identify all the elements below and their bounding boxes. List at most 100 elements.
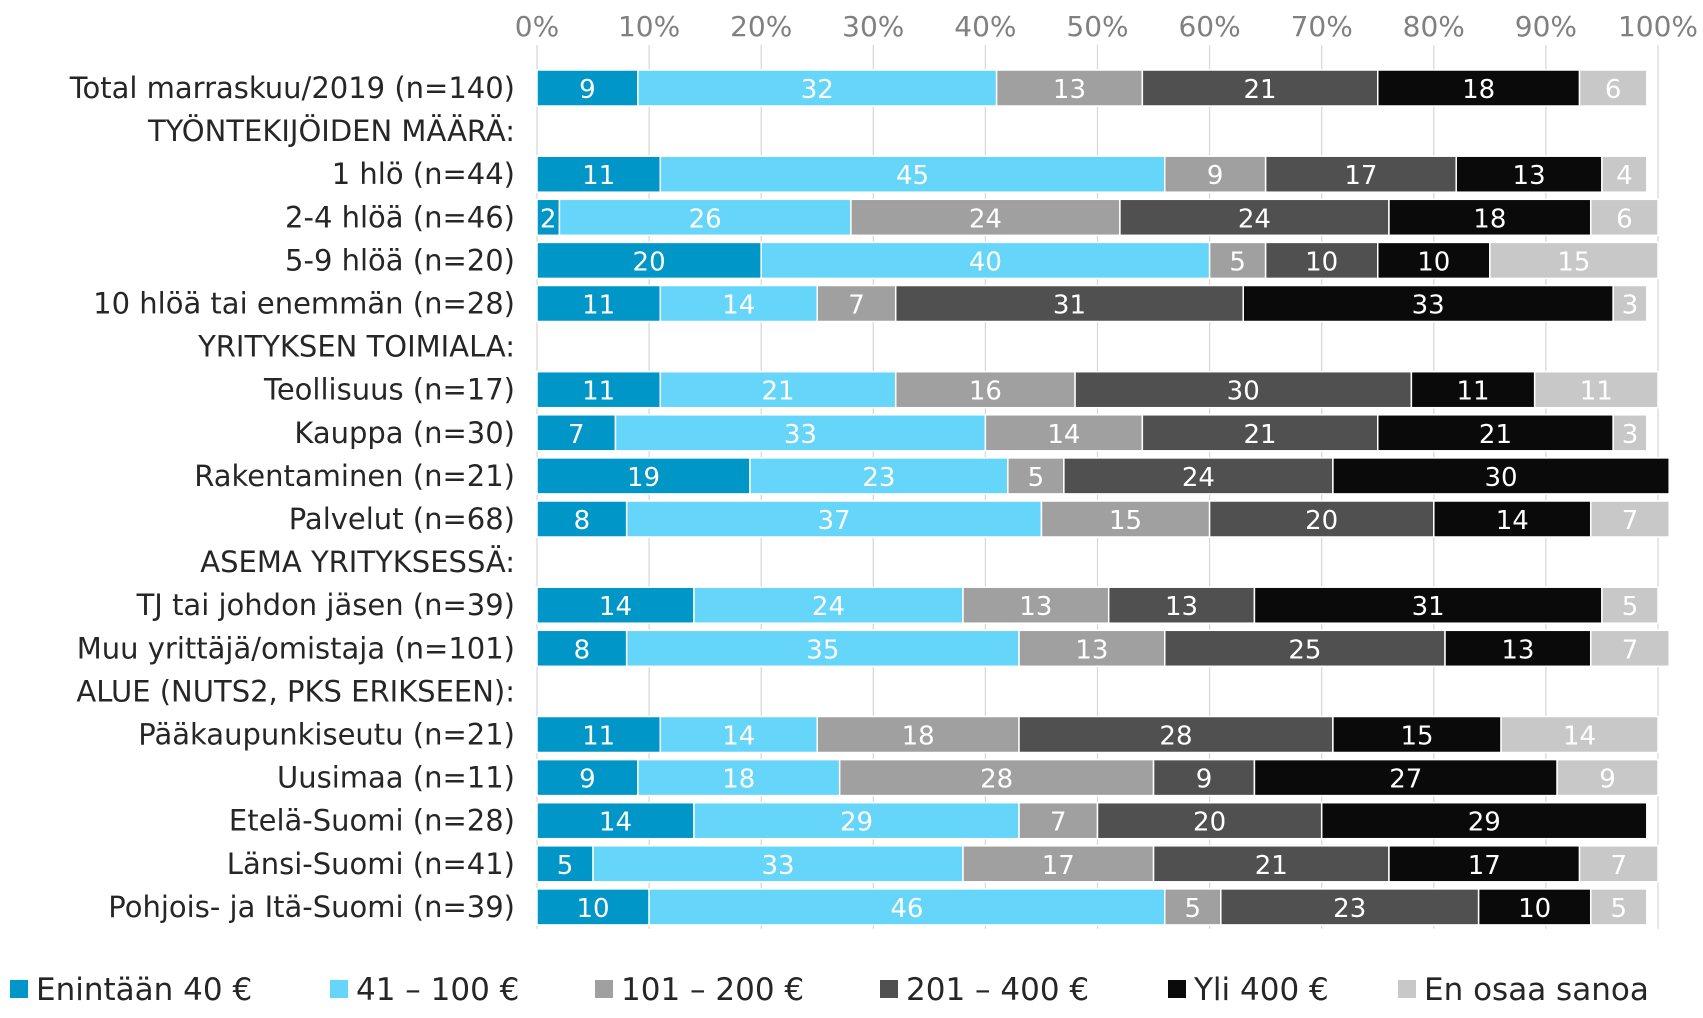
bar-segment — [536, 241, 762, 280]
bar-segment — [1096, 801, 1323, 840]
legend-label: En osaa sanoa — [1424, 972, 1649, 1008]
bar-segment — [816, 715, 1020, 754]
data-label: 13 — [1501, 635, 1534, 665]
data-label: 17 — [1468, 851, 1501, 881]
bar-segment — [637, 758, 841, 797]
bar-segment — [1578, 845, 1659, 883]
bar-segment — [536, 155, 662, 193]
bar-segment — [816, 284, 897, 323]
data-label: 31 — [1412, 592, 1445, 622]
x-tick-label: 80% — [1403, 10, 1465, 43]
data-label: 45 — [896, 161, 929, 191]
x-tick-label: 10% — [618, 10, 680, 43]
bar-segment — [1332, 457, 1670, 495]
data-label: 21 — [1243, 75, 1276, 105]
x-tick-label: 50% — [1066, 10, 1128, 43]
legend-item: Yli 400 € — [1168, 972, 1329, 1008]
bar-segment — [1164, 629, 1446, 668]
data-label: 11 — [582, 377, 615, 407]
category-label: TYÖNTEKIJÖIDEN MÄÄRÄ: — [147, 114, 515, 148]
bar-segment — [625, 629, 1020, 668]
data-label: 15 — [1109, 506, 1142, 536]
x-tick-label: 90% — [1515, 10, 1577, 43]
data-label: 46 — [890, 894, 923, 924]
bar-segment — [614, 414, 987, 452]
bar-segment — [1074, 370, 1413, 409]
data-label: 10 — [1518, 894, 1551, 924]
bar-segment — [536, 715, 662, 754]
legend-swatch — [330, 980, 348, 998]
bar-segment — [1164, 888, 1222, 926]
bar-segment — [536, 586, 695, 624]
data-label: 9 — [579, 765, 596, 795]
data-label: 6 — [1616, 204, 1633, 234]
data-label: 17 — [1344, 161, 1377, 191]
legend-label: 201 – 400 € — [906, 972, 1089, 1008]
category-label: Muu yrittäjä/omistaja (n=101) — [77, 631, 515, 665]
data-label: 14 — [599, 592, 632, 622]
data-label: 7 — [1622, 635, 1639, 665]
bars: 9 32 13 21 18 611 45 9 17 13 42 26 24 24 18 620 40 5 10 10 1… — [536, 69, 1670, 926]
data-label: 40 — [969, 247, 1002, 277]
x-tick-label: 20% — [730, 10, 792, 43]
bar-segment — [1589, 888, 1648, 926]
x-tick-label: 60% — [1178, 10, 1240, 43]
x-axis-ticks: 0% 10% 20% 30% 40% 50% 60% 70% 80% 90% 100% — [515, 10, 1698, 43]
data-label: 21 — [1255, 851, 1288, 881]
data-label: 13 — [1019, 592, 1052, 622]
bar-segment — [1320, 801, 1648, 840]
x-tick-label: 70% — [1291, 10, 1353, 43]
data-label: 14 — [1496, 506, 1529, 536]
data-label: 23 — [862, 463, 895, 493]
data-label: 14 — [1563, 722, 1596, 752]
data-label: 15 — [1400, 722, 1433, 752]
bar-segment — [1589, 500, 1670, 538]
bar-segment — [1533, 370, 1659, 409]
bar-segment — [1253, 758, 1558, 797]
data-label: 5 — [1185, 894, 1202, 924]
legend-swatch — [10, 980, 28, 998]
bar-segment — [558, 198, 852, 237]
data-label: 20 — [633, 247, 666, 277]
data-label: 5 — [1028, 463, 1045, 493]
legend-item: En osaa sanoa — [1398, 972, 1649, 1008]
legend-label: 101 – 200 € — [621, 972, 804, 1008]
data-label: 13 — [1053, 75, 1086, 105]
category-label: 10 hlöä tai enemmän (n=28) — [93, 287, 515, 321]
data-label: 33 — [761, 851, 794, 881]
bar-segment — [1410, 370, 1536, 409]
category-label: YRITYKSEN TOIMIALA: — [197, 330, 515, 364]
bar-segment — [1589, 198, 1659, 237]
bar-segment — [536, 69, 639, 107]
bar-segment — [1107, 586, 1256, 624]
bar-segment — [536, 370, 662, 409]
bar-segment — [1063, 457, 1334, 495]
data-label: 5 — [1622, 592, 1639, 622]
bar-segment — [1220, 888, 1480, 926]
data-label: 11 — [582, 722, 615, 752]
category-label: Etelä-Suomi (n=28) — [229, 804, 515, 838]
data-label: 7 — [848, 291, 865, 321]
data-label: 5 — [1610, 894, 1627, 924]
data-label: 18 — [1462, 75, 1495, 105]
data-label: 13 — [1165, 592, 1198, 622]
bar-segment — [693, 586, 964, 624]
bar-segment — [536, 284, 662, 323]
category-label: Kauppa (n=30) — [294, 416, 515, 450]
data-label: 26 — [689, 204, 722, 234]
bar-segment — [1612, 284, 1648, 323]
bar-segment — [1164, 155, 1267, 193]
data-label: 21 — [1479, 420, 1512, 450]
data-label: 18 — [902, 722, 935, 752]
data-label: 9 — [1196, 765, 1213, 795]
data-label: 2 — [540, 204, 557, 234]
data-label: 3 — [1622, 420, 1639, 450]
bar-segment — [962, 586, 1110, 624]
data-label: 5 — [1229, 247, 1246, 277]
category-label: 2-4 hlöä (n=46) — [285, 200, 515, 234]
data-label: 11 — [1456, 377, 1489, 407]
data-label: 8 — [574, 506, 591, 536]
bar-segment — [1489, 241, 1659, 280]
data-label: 13 — [1075, 635, 1108, 665]
bar-segment — [536, 629, 628, 668]
